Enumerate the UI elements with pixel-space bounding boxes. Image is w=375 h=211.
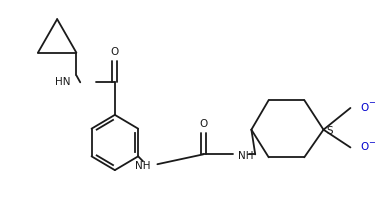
Text: O: O [199, 119, 207, 129]
Text: O: O [360, 103, 368, 113]
Text: NH: NH [238, 151, 254, 161]
Text: O: O [111, 47, 119, 57]
Text: S: S [326, 126, 333, 136]
Text: −: − [368, 138, 375, 147]
Text: −: − [368, 99, 375, 108]
Text: HN: HN [55, 77, 70, 87]
Text: O: O [360, 142, 368, 152]
Text: NH: NH [135, 161, 151, 171]
